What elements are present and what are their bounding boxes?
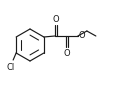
Text: O: O [79, 31, 86, 40]
Text: Cl: Cl [6, 64, 15, 73]
Text: O: O [52, 15, 59, 24]
Text: O: O [64, 49, 70, 57]
